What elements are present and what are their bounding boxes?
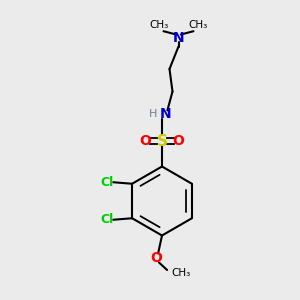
Text: H: H [149, 109, 157, 119]
Text: CH₃: CH₃ [188, 20, 208, 30]
Text: O: O [140, 134, 152, 148]
Text: N: N [173, 31, 184, 45]
Text: Cl: Cl [100, 213, 113, 226]
Text: S: S [157, 134, 167, 148]
Text: O: O [151, 251, 163, 265]
Text: Cl: Cl [100, 176, 113, 189]
Text: O: O [172, 134, 184, 148]
Text: CH₃: CH₃ [149, 20, 169, 30]
Text: N: N [160, 107, 171, 121]
Text: CH₃: CH₃ [172, 268, 191, 278]
